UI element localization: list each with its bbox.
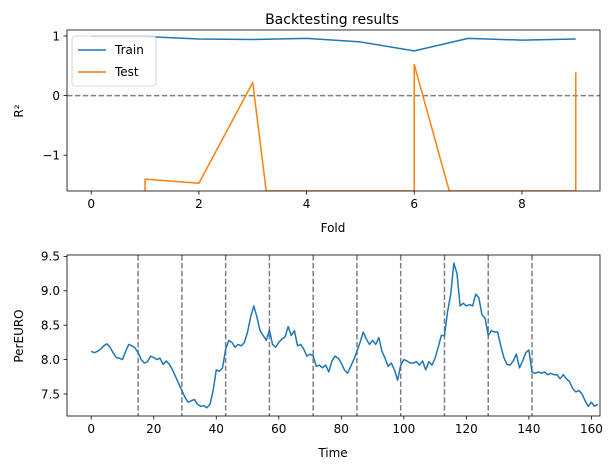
y-tick-label: 0 bbox=[52, 89, 60, 103]
x-tick-label: 6 bbox=[410, 197, 418, 211]
r2-x-ticks: 0 2 4 6 8 bbox=[87, 191, 526, 211]
r2-series-group bbox=[67, 35, 600, 191]
y-tick-label: −1 bbox=[42, 149, 60, 163]
r2-plot-area bbox=[67, 35, 600, 191]
y-axis-label-pereuro: PerEURO bbox=[12, 309, 26, 362]
x-tick-label: 0 bbox=[87, 197, 95, 211]
y-tick-label: 8.5 bbox=[41, 318, 60, 332]
y-tick-label: 8.0 bbox=[41, 353, 60, 367]
y-tick-label: 9.5 bbox=[41, 250, 60, 264]
x-tick-label: 60 bbox=[271, 422, 286, 436]
series-line-test bbox=[144, 63, 577, 191]
x-tick-label: 40 bbox=[209, 422, 224, 436]
y-tick-label: 7.5 bbox=[41, 387, 60, 401]
pereuro-y-ticks: 7.5 8.0 8.5 9.0 9.5 bbox=[41, 250, 67, 401]
x-tick-label: 140 bbox=[517, 422, 540, 436]
legend-box bbox=[71, 35, 157, 87]
r2-axes-frame bbox=[66, 29, 601, 192]
y-tick-label: 9.0 bbox=[41, 284, 60, 298]
x-tick-label: 100 bbox=[392, 422, 415, 436]
pereuro-panel: 0 20 40 60 80 100 120 140 160 7.5 8.0 8.5 9.0 9.5 Ti… bbox=[12, 250, 603, 460]
x-tick-label: 20 bbox=[146, 422, 161, 436]
r2-panel: Backtesting results 0 2 4 6 8 −1 0 1 Fold R² T… bbox=[12, 12, 601, 235]
x-tick-label: 0 bbox=[87, 422, 95, 436]
x-tick-label: 160 bbox=[580, 422, 603, 436]
y-tick-label: 1 bbox=[52, 29, 60, 43]
x-tick-label: 80 bbox=[334, 422, 349, 436]
pereuro-x-ticks: 0 20 40 60 80 100 120 140 160 bbox=[87, 416, 603, 436]
pereuro-plot-area bbox=[90, 255, 599, 416]
x-axis-label-time: Time bbox=[317, 446, 347, 460]
x-tick-label: 4 bbox=[303, 197, 311, 211]
legend-label-test: Test bbox=[114, 65, 139, 79]
y-axis-label-r2: R² bbox=[12, 104, 26, 117]
r2-y-ticks: −1 0 1 bbox=[42, 29, 67, 163]
chart-title: Backtesting results bbox=[265, 12, 399, 28]
x-tick-label: 2 bbox=[195, 197, 203, 211]
legend: Train Test bbox=[71, 35, 157, 87]
pereuro-axes-frame bbox=[66, 254, 601, 417]
x-axis-label-fold: Fold bbox=[321, 221, 346, 235]
legend-label-train: Train bbox=[114, 43, 144, 57]
pereuro-series-group bbox=[90, 255, 599, 416]
x-tick-label: 120 bbox=[455, 422, 478, 436]
series-line-train bbox=[91, 35, 576, 52]
series-line-pereuro bbox=[90, 262, 599, 409]
x-tick-label: 8 bbox=[518, 197, 526, 211]
